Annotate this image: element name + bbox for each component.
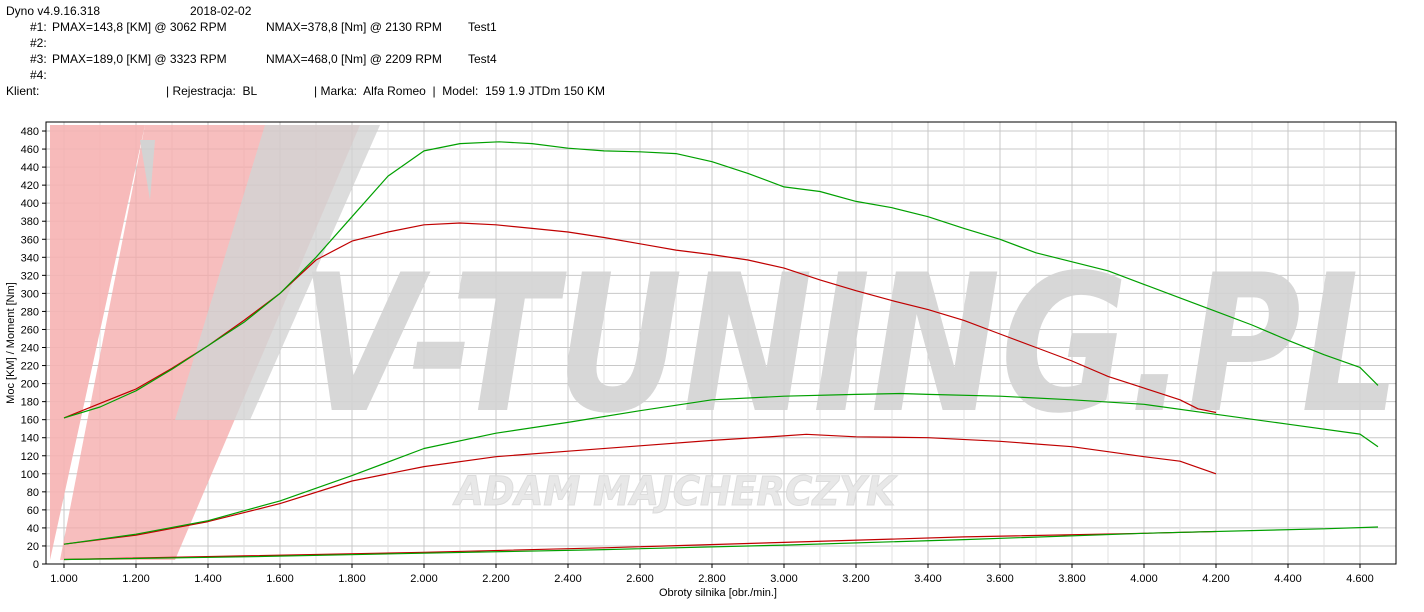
- y-tick-label: 360: [21, 234, 39, 246]
- watermark-gray-stripe: [175, 125, 380, 420]
- app-version: Dyno v4.9.16.318: [6, 4, 101, 18]
- y-tick-label: 420: [21, 180, 39, 192]
- x-tick-label: 3.000: [770, 573, 798, 585]
- y-tick-label: 340: [21, 252, 39, 264]
- run-1-pmax: PMAX=143,8 [KM] @ 3062 RPM: [52, 20, 227, 34]
- run-3-pmax: PMAX=189,0 [KM] @ 3323 RPM: [52, 52, 227, 66]
- watermark-name: ADAM MAJCHERCZYK: [452, 469, 898, 515]
- y-tick-label: 300: [21, 288, 39, 300]
- y-tick-label: 440: [21, 162, 39, 174]
- x-tick-label: 1.600: [266, 573, 294, 585]
- y-tick-label: 120: [21, 451, 39, 463]
- y-tick-label: 260: [21, 324, 39, 336]
- y-tick-label: 220: [21, 361, 39, 373]
- y-tick-label: 100: [21, 469, 39, 481]
- x-tick-label: 2.400: [554, 573, 582, 585]
- x-tick-label: 1.000: [50, 573, 78, 585]
- x-tick-label: 4.200: [1202, 573, 1230, 585]
- run-1-id: #1:: [30, 20, 47, 34]
- series-line-run3-loss: [63, 526, 1379, 561]
- y-tick-label: 20: [27, 541, 39, 553]
- run-1-nmax: NMAX=378,8 [Nm] @ 2130 RPM: [266, 20, 442, 34]
- plot-frame: [45, 121, 1397, 565]
- x-tick-label: 3.600: [986, 573, 1014, 585]
- x-tick-label: 2.200: [482, 573, 510, 585]
- y-tick-label: 400: [21, 198, 39, 210]
- run-3-name: Test4: [468, 52, 497, 66]
- x-tick-label: 4.000: [1130, 573, 1158, 585]
- series-line-run3-torque: [63, 141, 1379, 419]
- y-tick-label: 60: [27, 505, 39, 517]
- y-tick-label: 480: [21, 126, 39, 138]
- x-tick-label: 1.800: [338, 573, 366, 585]
- y-tick-label: 200: [21, 379, 39, 391]
- registration-field: | Rejestracja: BL: [166, 84, 258, 98]
- x-tick-label: 3.800: [1058, 573, 1086, 585]
- y-axis-title: Moc [KM] / Moment [Nm]: [5, 282, 17, 404]
- run-3-id: #3:: [30, 52, 47, 66]
- x-tick-label: 3.400: [914, 573, 942, 585]
- series-line-run1-power: [63, 433, 1217, 545]
- x-tick-label: 2.000: [410, 573, 438, 585]
- x-axis-title: Obroty silnika [obr./min.]: [659, 587, 777, 599]
- watermark-gray-stripe: [140, 140, 155, 200]
- x-tick-label: 3.200: [842, 573, 870, 585]
- series: [63, 141, 1379, 561]
- x-tick-label: 2.800: [698, 573, 726, 585]
- run-4-id: #4:: [30, 68, 47, 82]
- series-line-run3-power: [63, 392, 1379, 545]
- y-tick-label: 140: [21, 433, 39, 445]
- watermark: V-TUNING.PL ADAM MAJCHERCZYK: [50, 125, 1400, 560]
- run-1-name: Test1: [468, 20, 497, 34]
- y-tick-label: 80: [27, 487, 39, 499]
- y-tick-label: 180: [21, 397, 39, 409]
- x-axis: 1.000 1.200 1.400 1.600 1.800 2.000 2.200 2.400…: [50, 564, 1374, 585]
- watermark-red-stripe: [50, 125, 145, 560]
- x-tick-label: 4.600: [1346, 573, 1374, 585]
- watermark-brand: V-TUNING.PL: [300, 234, 1400, 455]
- y-tick-label: 240: [21, 343, 39, 355]
- y-tick-label: 280: [21, 306, 39, 318]
- x-tick-label: 1.200: [122, 573, 150, 585]
- y-axis: 0 20 40 60 80 100 120 140 160 180 200 220 240 260 280 3…: [21, 126, 46, 571]
- report-date: 2018-02-02: [190, 4, 252, 18]
- y-tick-label: 0: [33, 559, 39, 571]
- y-tick-label: 320: [21, 270, 39, 282]
- x-tick-label: 2.600: [626, 573, 654, 585]
- client-label: Klient:: [6, 84, 40, 98]
- x-tick-label: 4.400: [1274, 573, 1302, 585]
- y-tick-label: 380: [21, 216, 39, 228]
- run-2-id: #2:: [30, 36, 47, 50]
- x-tick-label: 1.400: [194, 573, 222, 585]
- y-tick-label: 40: [27, 523, 39, 535]
- run-3-nmax: NMAX=468,0 [Nm] @ 2209 RPM: [266, 52, 442, 66]
- vehicle-field: | Marka: Alfa Romeo | Model: 159 1.9 JTD…: [314, 84, 606, 98]
- y-tick-label: 460: [21, 144, 39, 156]
- y-tick-label: 160: [21, 415, 39, 427]
- series-line-run1-torque: [63, 222, 1217, 419]
